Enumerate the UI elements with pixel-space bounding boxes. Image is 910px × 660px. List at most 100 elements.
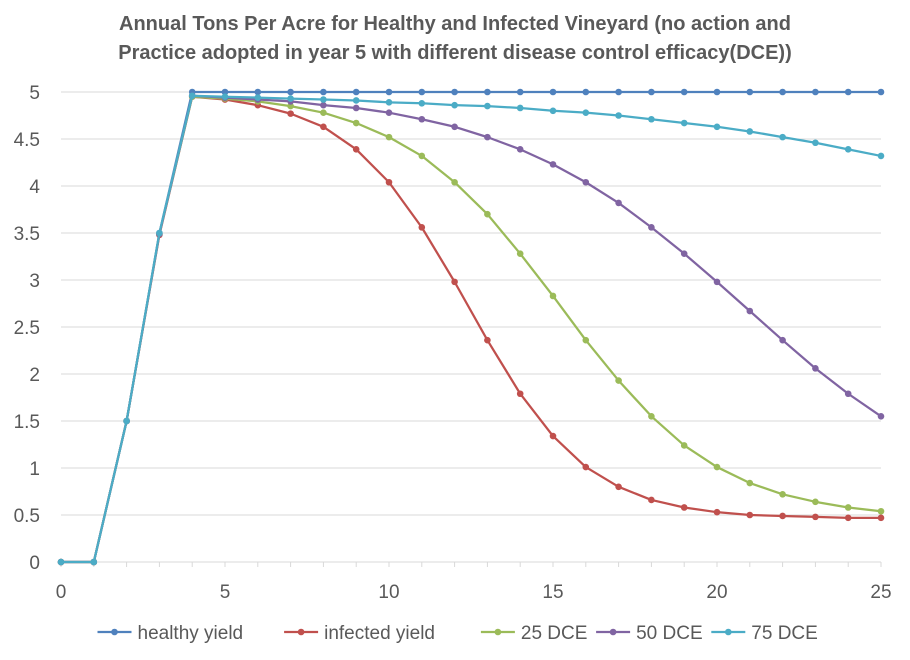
series-line	[59, 90, 883, 564]
legend-swatch-marker	[609, 628, 617, 636]
data-point	[484, 210, 491, 218]
data-point	[680, 119, 688, 127]
data-point	[451, 278, 458, 286]
data-point	[156, 229, 163, 237]
tick-label-layer: 0 0.5 1 1.5 2 2.5 3 3.5 4 4.5 5 0 5 10 15 20 25	[14, 83, 892, 603]
data-point	[877, 88, 885, 96]
data-point	[418, 152, 426, 160]
y-tick-label: 1	[29, 459, 40, 480]
data-point	[713, 123, 721, 131]
data-point	[516, 390, 524, 398]
data-point	[582, 109, 590, 116]
legend-item: infected yield	[284, 623, 435, 644]
series-line	[59, 95, 883, 564]
data-point	[648, 224, 655, 231]
data-point	[844, 504, 852, 511]
legend-label: infected yield	[324, 623, 435, 644]
data-point	[746, 479, 754, 487]
y-tick-label: 2.5	[14, 318, 40, 339]
data-point	[221, 93, 229, 100]
data-point	[254, 94, 262, 101]
data-point	[451, 178, 458, 186]
data-point	[287, 102, 294, 110]
data-point	[844, 514, 852, 522]
data-point	[352, 97, 360, 104]
data-point	[615, 377, 622, 384]
legend-swatch-marker	[297, 628, 305, 636]
data-point	[680, 88, 688, 96]
data-point	[615, 112, 622, 119]
data-point	[484, 102, 491, 110]
data-point	[123, 417, 130, 425]
data-point	[188, 92, 196, 100]
data-point	[418, 115, 426, 123]
data-point	[648, 413, 655, 420]
data-point	[287, 88, 294, 96]
data-point	[352, 104, 360, 112]
data-point	[484, 336, 491, 344]
x-tick-label: 25	[870, 582, 891, 603]
data-point	[287, 95, 294, 102]
data-point	[451, 88, 458, 96]
data-point	[549, 292, 557, 300]
data-point	[221, 88, 229, 96]
y-tick-label: 0.5	[14, 506, 40, 527]
data-point	[352, 146, 360, 153]
data-point	[812, 88, 819, 96]
series-layer	[57, 88, 885, 566]
legend-item: healthy yield	[97, 623, 244, 644]
data-point	[648, 496, 655, 504]
series-line	[59, 94, 883, 564]
data-point	[779, 512, 786, 520]
data-point	[680, 442, 688, 449]
x-tick-label: 15	[542, 582, 563, 603]
data-point	[779, 133, 786, 141]
data-point	[844, 88, 852, 96]
legend-item: 50 DCE	[596, 623, 703, 644]
data-point	[648, 88, 655, 96]
data-point	[385, 133, 393, 141]
data-point	[812, 365, 819, 372]
data-point	[516, 104, 524, 112]
data-point	[680, 504, 688, 511]
data-point	[549, 107, 557, 115]
data-point	[615, 483, 622, 491]
data-point	[615, 199, 622, 207]
data-point	[877, 507, 885, 515]
data-point	[812, 513, 819, 521]
data-point	[680, 250, 688, 257]
data-point	[746, 88, 754, 96]
data-point	[779, 336, 786, 344]
series-infected-yield	[57, 93, 885, 566]
data-point	[320, 101, 327, 109]
legend-label: 75 DCE	[751, 623, 818, 644]
data-point	[746, 511, 754, 519]
data-point	[287, 110, 294, 117]
legend-swatch-marker	[725, 628, 732, 636]
legend-swatch-marker	[111, 628, 118, 636]
legend-label: healthy yield	[138, 623, 244, 644]
data-point	[549, 88, 557, 96]
data-point	[582, 463, 590, 471]
data-point	[713, 88, 721, 96]
data-point	[549, 432, 557, 440]
data-point	[418, 99, 426, 107]
data-point	[385, 99, 393, 106]
series-line	[59, 94, 883, 564]
data-point	[320, 88, 327, 96]
data-point	[385, 88, 393, 96]
legend-item: 75 DCE	[711, 623, 818, 644]
data-point	[746, 128, 754, 135]
data-point	[254, 88, 262, 96]
data-point	[516, 88, 524, 96]
data-point	[385, 109, 393, 116]
data-point	[648, 115, 655, 123]
data-point	[779, 491, 786, 498]
data-point	[418, 224, 426, 231]
data-point	[844, 390, 852, 398]
data-point	[877, 514, 885, 522]
data-point	[582, 88, 590, 96]
series-50-dce	[57, 92, 885, 566]
